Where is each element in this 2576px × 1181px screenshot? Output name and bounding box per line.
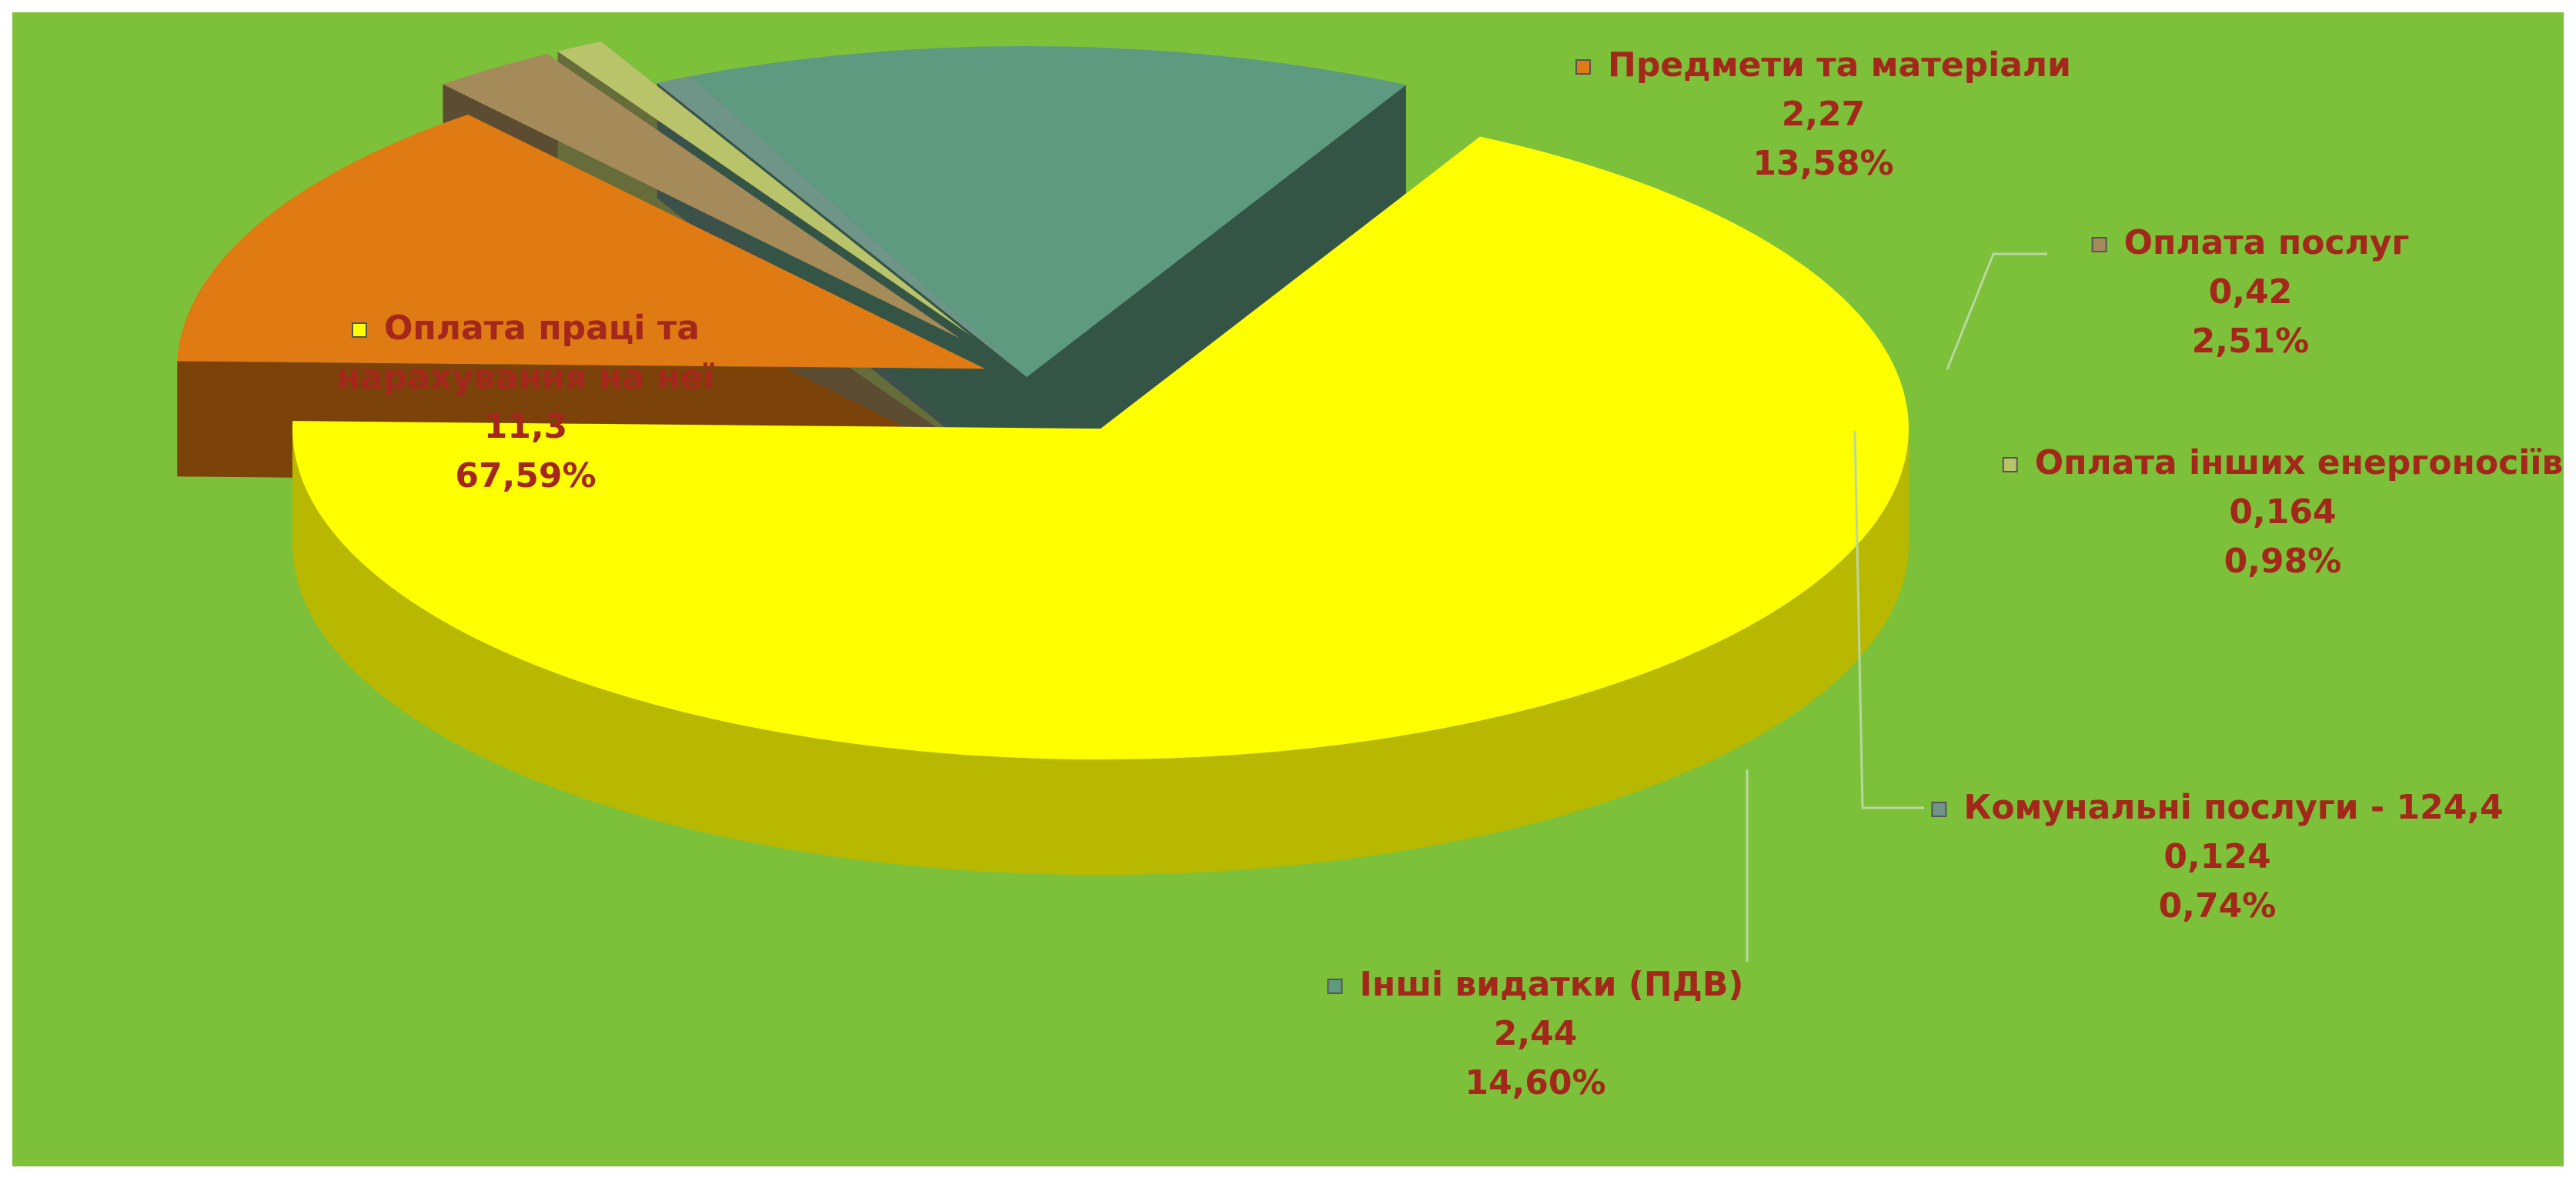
percent-label: 67,59% <box>455 456 596 495</box>
value-label: 0,42 <box>2208 272 2293 312</box>
pie-slice <box>690 45 1406 377</box>
percent-label: 0,74% <box>2158 886 2277 926</box>
value-label: 0,124 <box>2163 837 2271 876</box>
percent-label: 14,60% <box>1465 1063 1606 1103</box>
label-name-row: Інші видатки (ПДВ) <box>1327 960 1744 1009</box>
leader-line <box>1946 252 2047 370</box>
data-label: Оплата інших енергоносіїв 0,164 0,98% <box>2002 439 2564 586</box>
category-name: Оплата інших енергоносіїв <box>2034 443 2564 482</box>
label-name-row: Оплата послуг <box>2091 219 2410 268</box>
pie-slice <box>292 136 1909 760</box>
category-name: Оплата праці та нарахування на неї <box>336 309 715 397</box>
pie-slice <box>443 54 961 339</box>
legend-marker <box>1931 802 1947 817</box>
percent-label: 0,98% <box>2224 542 2342 581</box>
data-label: Оплата праці та нарахування на неї 11,3 67… <box>310 304 741 501</box>
label-name-row: Комунальні послуги - 124,4 <box>1931 783 2504 832</box>
value-label: 2,44 <box>1493 1014 1578 1053</box>
data-label: Предмети та матеріали 2,27 13,58% <box>1575 41 2071 188</box>
percent-label: 13,58% <box>1752 144 1894 183</box>
slice-wall <box>1027 85 1406 493</box>
value-label: 11,3 <box>483 407 568 446</box>
legend-marker <box>2002 457 2018 472</box>
leader-line <box>1853 430 1924 809</box>
value-label: 0,164 <box>2229 492 2337 532</box>
category-name: Предмети та матеріали <box>1608 45 2071 85</box>
category-name: Комунальні послуги - 124,4 <box>1963 788 2504 827</box>
label-name-row: Оплата інших енергоносіїв <box>2002 439 2564 488</box>
data-label: Інші видатки (ПДВ) 2,44 14,60% <box>1327 960 1744 1108</box>
slice-side <box>292 429 1909 876</box>
value-label: 2,27 <box>1781 95 1866 134</box>
category-name: Оплата послуг <box>2123 223 2410 262</box>
leader-lines <box>1746 252 2047 962</box>
label-name-row: Оплата праці та нарахування на неї <box>310 304 741 402</box>
percent-label: 2,51% <box>2191 322 2310 361</box>
legend-marker <box>1575 59 1591 75</box>
legend-marker <box>2091 237 2107 252</box>
pie-slice <box>557 41 971 336</box>
label-name-row: Предмети та матеріали <box>1575 41 2071 90</box>
data-label: Оплата послуг 0,42 2,51% <box>2091 219 2410 366</box>
legend-marker <box>1327 979 1343 994</box>
data-label: Комунальні послуги - 124,4 0,124 0,74% <box>1931 783 2504 931</box>
pie-slice <box>177 114 985 369</box>
category-name: Інші видатки (ПДВ) <box>1359 965 1744 1004</box>
slice-tops <box>177 41 1909 760</box>
legend-marker <box>351 322 367 338</box>
pie-slice <box>657 75 1027 378</box>
